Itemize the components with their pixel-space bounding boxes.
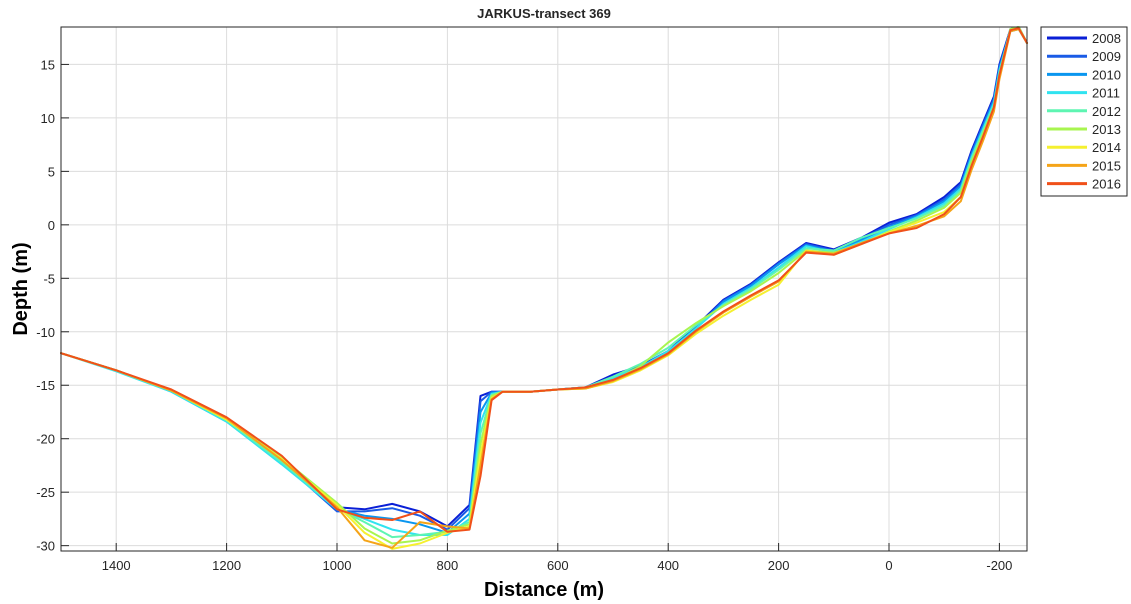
y-tick-label: 15 [41,57,55,72]
x-ticks: 1400 1200 1000 800 600 400 200 0 -200 [102,543,1012,573]
legend-label-2014: 2014 [1092,140,1121,155]
series-line-2013 [60,26,1028,545]
legend-label-2008: 2008 [1092,31,1121,46]
legend-label-2013: 2013 [1092,122,1121,137]
y-ticks: 15 10 5 0 -5 -10 -15 -20 -25 -30 [36,57,69,554]
plot-frame [60,26,1028,552]
x-tick-label: 600 [547,558,569,573]
legend-label-2015: 2015 [1092,158,1121,173]
y-tick-label: 5 [48,164,55,179]
x-tick-label: 400 [657,558,679,573]
series-line-2016 [60,27,1028,533]
x-tick-label: 800 [437,558,459,573]
y-tick-label: -20 [36,432,55,447]
x-tick-label: 0 [885,558,892,573]
x-tick-label: -200 [986,558,1012,573]
grid [61,27,1027,551]
x-tick-label: 1000 [323,558,352,573]
y-tick-label: -10 [36,325,55,340]
y-tick-label: 0 [48,218,55,233]
y-tick-label: -15 [36,378,55,393]
y-tick-label: -25 [36,485,55,500]
legend-label-2016: 2016 [1092,177,1121,192]
plot-background [61,27,1027,551]
x-tick-label: 1200 [212,558,241,573]
x-axis-label: Distance (m) [484,579,604,601]
legend-label-2010: 2010 [1092,67,1121,82]
legend-label-2009: 2009 [1092,49,1121,64]
legend-label-2011: 2011 [1092,86,1120,101]
series-group [60,26,1028,550]
y-axis-label: Depth (m) [10,242,32,335]
legend: 2008 2009 2010 2011 2012 2013 2014 2015 2016 [1040,26,1128,197]
y-tick-label: 10 [41,111,55,126]
legend-label-2012: 2012 [1092,104,1121,119]
x-tick-label: 1400 [102,558,131,573]
x-tick-label: 200 [768,558,790,573]
y-tick-label: -30 [36,539,55,554]
y-tick-label: -5 [43,271,55,286]
chart-title: JARKUS-transect 369 [477,6,611,21]
